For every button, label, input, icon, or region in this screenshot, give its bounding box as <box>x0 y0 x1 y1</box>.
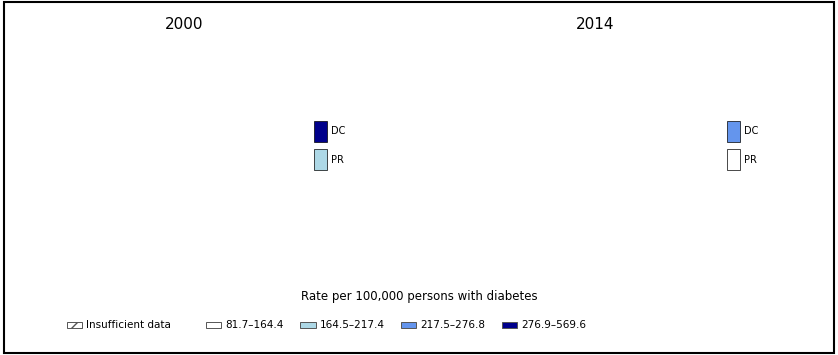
FancyBboxPatch shape <box>401 322 416 328</box>
Text: 2000: 2000 <box>165 17 204 32</box>
Text: DC: DC <box>331 126 345 136</box>
FancyBboxPatch shape <box>502 322 517 328</box>
FancyBboxPatch shape <box>727 121 740 142</box>
Text: PR: PR <box>744 155 757 165</box>
FancyBboxPatch shape <box>314 149 327 170</box>
Text: Rate per 100,000 persons with diabetes: Rate per 100,000 persons with diabetes <box>301 290 537 303</box>
FancyBboxPatch shape <box>206 322 221 328</box>
Text: Insufficient data: Insufficient data <box>86 320 171 330</box>
Text: 276.9–569.6: 276.9–569.6 <box>521 320 587 330</box>
FancyBboxPatch shape <box>67 322 82 328</box>
FancyBboxPatch shape <box>300 322 315 328</box>
FancyBboxPatch shape <box>314 121 327 142</box>
Text: PR: PR <box>331 155 344 165</box>
Text: 164.5–217.4: 164.5–217.4 <box>320 320 385 330</box>
Text: 2014: 2014 <box>576 17 614 32</box>
FancyBboxPatch shape <box>727 149 740 170</box>
Text: 217.5–276.8: 217.5–276.8 <box>421 320 486 330</box>
Text: DC: DC <box>744 126 758 136</box>
Text: 81.7–164.4: 81.7–164.4 <box>225 320 283 330</box>
